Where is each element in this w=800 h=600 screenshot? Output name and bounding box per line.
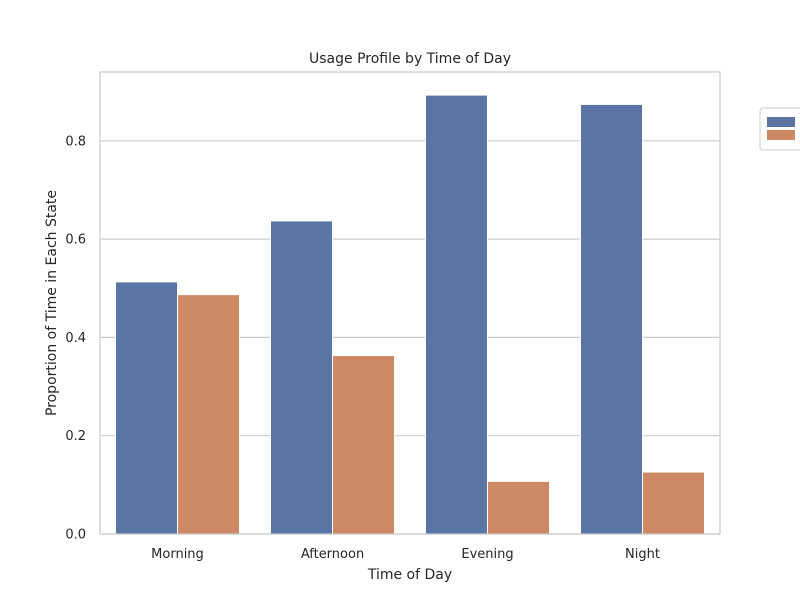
- y-tick-label: 0.0: [65, 528, 86, 543]
- x-axis-label: Time of Day: [367, 567, 452, 583]
- legend-swatch-series-2: [767, 130, 795, 140]
- bars: [115, 94, 705, 535]
- x-tick-labels: Morning Afternoon Evening Night: [151, 547, 660, 562]
- bar-evening-series-1: [425, 94, 488, 535]
- x-tick-label: Evening: [461, 547, 513, 562]
- bar-night-series-1: [580, 103, 643, 535]
- bar-morning-series-1: [115, 281, 178, 535]
- bar-evening-series-2: [487, 480, 550, 535]
- x-tick-label: Afternoon: [301, 547, 364, 562]
- x-tick-label: Morning: [151, 547, 204, 562]
- y-tick-label: 0.8: [65, 134, 86, 149]
- chart-title: Usage Profile by Time of Day: [309, 51, 511, 67]
- plot-frame: [99, 71, 721, 535]
- legend-swatch-series-1: [767, 117, 795, 127]
- bar-morning-series-2: [177, 294, 240, 535]
- y-tick-label: 0.4: [65, 331, 86, 346]
- legend-frame: [759, 107, 800, 151]
- bar-night-series-2: [642, 471, 705, 535]
- y-tick-label: 0.6: [65, 233, 86, 248]
- legend: [759, 107, 800, 151]
- y-axis-label: Proportion of Time in Each State: [44, 190, 60, 416]
- x-tick-label: Night: [625, 547, 660, 562]
- y-tick-label: 0.2: [65, 429, 86, 444]
- bar-afternoon-series-1: [270, 220, 333, 535]
- y-tick-labels: 0.0 0.2 0.4 0.6 0.8: [65, 134, 86, 542]
- bar-afternoon-series-2: [332, 355, 395, 535]
